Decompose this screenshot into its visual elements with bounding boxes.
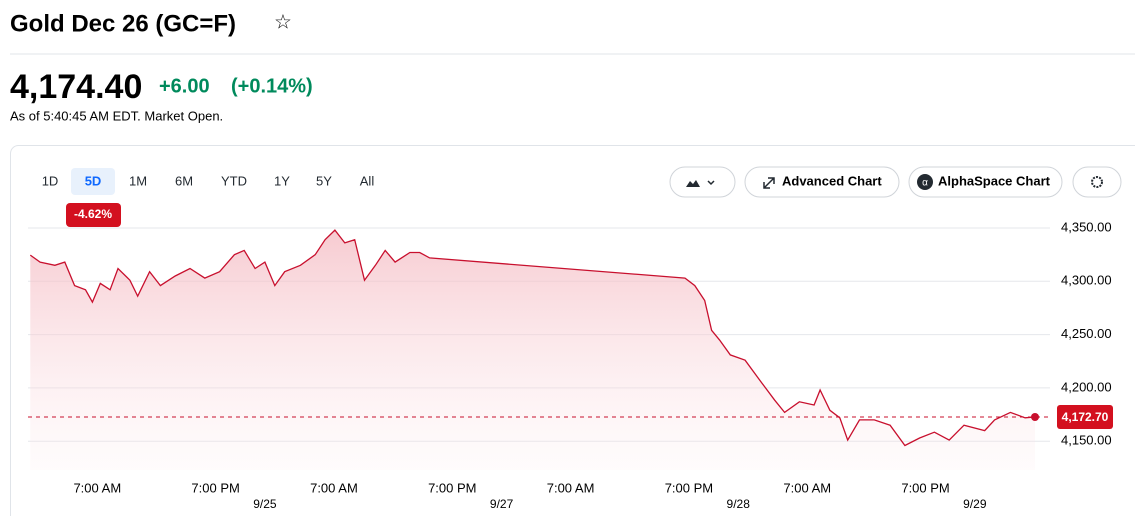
alpha-glyph: α xyxy=(922,178,928,189)
x-tick-label: 7:00 AM xyxy=(310,480,358,495)
advanced-chart-label: Advanced Chart xyxy=(782,173,882,188)
range-button[interactable]: YTD xyxy=(221,173,247,188)
y-tick-label: 4,150.00 xyxy=(1061,433,1112,448)
x-date-label: 9/27 xyxy=(490,497,514,511)
x-tick-label: 7:00 PM xyxy=(665,480,713,495)
y-tick-label: 4,300.00 xyxy=(1061,273,1112,288)
x-date-label: 9/28 xyxy=(727,497,751,511)
y-tick-label: 4,250.00 xyxy=(1061,326,1112,341)
chart-type-button[interactable] xyxy=(670,167,735,197)
range-button[interactable]: 1Y xyxy=(274,173,290,188)
range-badge: -4.62% xyxy=(74,207,112,221)
x-tick-label: 7:00 PM xyxy=(428,480,476,495)
title: Gold Dec 26 (GC=F) xyxy=(10,10,236,37)
range-button[interactable]: All xyxy=(360,173,375,188)
x-tick-label: 7:00 AM xyxy=(547,480,595,495)
as-of: As of 5:40:45 AM EDT. Market Open. xyxy=(10,108,223,123)
price: 4,174.40 xyxy=(10,68,142,106)
range-button[interactable]: 1M xyxy=(129,173,147,188)
y-tick-label: 4,350.00 xyxy=(1061,219,1112,234)
range-button[interactable]: 5Y xyxy=(316,173,332,188)
star[interactable]: ☆ xyxy=(274,11,292,33)
x-tick-label: 7:00 AM xyxy=(783,480,831,495)
range-button[interactable]: 1D xyxy=(42,173,59,188)
y-tick-label: 4,200.00 xyxy=(1061,379,1112,394)
change: +6.00 xyxy=(159,75,210,97)
alphaspace-label: AlphaSpace Chart xyxy=(938,173,1051,188)
range-button[interactable]: 5D xyxy=(85,173,102,188)
x-tick-label: 7:00 AM xyxy=(73,480,121,495)
x-date-label: 9/29 xyxy=(963,497,987,511)
change-pct: (+0.14%) xyxy=(231,75,313,97)
range-button[interactable]: 6M xyxy=(175,173,193,188)
settings-button[interactable] xyxy=(1073,167,1121,197)
current-label: 4,172.70 xyxy=(1062,410,1109,424)
x-tick-label: 7:00 PM xyxy=(901,480,949,495)
x-date-label: 9/25 xyxy=(253,497,277,511)
x-tick-label: 7:00 PM xyxy=(191,480,239,495)
